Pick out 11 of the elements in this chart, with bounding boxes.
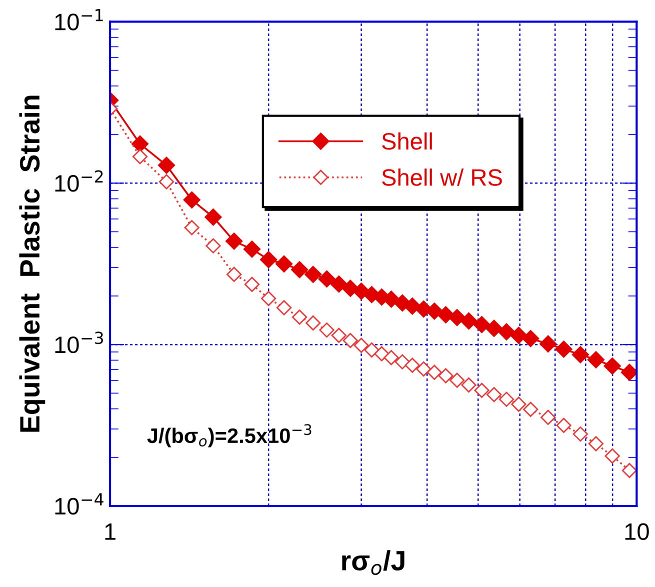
y-tick-label: 10$^{−2}$ [55,170,103,192]
x-axis-title: rσ$_{o}$/J [342,550,404,576]
y-tick-label: 10$^{−3}$ [55,332,103,354]
legend-label: Shell [382,132,432,150]
x-tick-label: 1 [105,524,116,540]
legend-label: Shell w/ RS [382,168,502,186]
y-tick-label: 10$^{−4}$ [55,493,104,515]
annotation: J/(bσ$_{o}$)=2.5x10$^{−3}$ [147,424,312,448]
y-tick-label: 10$^{−1}$ [55,9,103,30]
x-tick-label: 10 [625,523,649,540]
y-axis-title: Equivalent Plastic Strain [19,96,46,432]
